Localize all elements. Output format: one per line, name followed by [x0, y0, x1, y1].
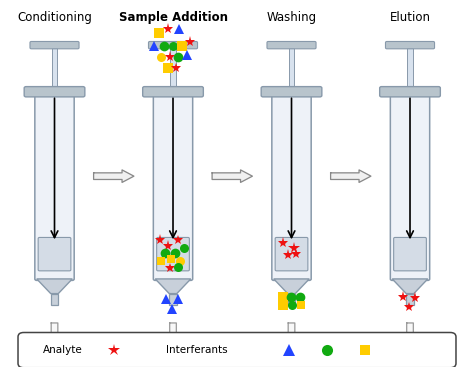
Polygon shape	[155, 279, 191, 294]
Text: Conditioning: Conditioning	[17, 11, 92, 24]
FancyBboxPatch shape	[143, 87, 203, 97]
Polygon shape	[331, 170, 371, 182]
Bar	[407, 48, 413, 88]
FancyBboxPatch shape	[148, 41, 198, 49]
Polygon shape	[47, 323, 62, 343]
Bar	[51, 294, 58, 305]
FancyBboxPatch shape	[380, 87, 440, 97]
FancyBboxPatch shape	[267, 41, 316, 49]
FancyBboxPatch shape	[275, 237, 308, 271]
FancyBboxPatch shape	[385, 41, 435, 49]
FancyBboxPatch shape	[18, 333, 456, 367]
Polygon shape	[392, 279, 428, 294]
Bar	[289, 48, 294, 88]
Polygon shape	[274, 279, 309, 294]
Bar	[52, 48, 57, 88]
Polygon shape	[37, 279, 72, 294]
FancyBboxPatch shape	[30, 41, 79, 49]
Polygon shape	[403, 323, 417, 343]
Polygon shape	[212, 170, 252, 182]
Polygon shape	[284, 323, 299, 343]
Bar	[170, 48, 176, 88]
Polygon shape	[93, 170, 134, 182]
Text: Sample Addition: Sample Addition	[118, 11, 228, 24]
FancyBboxPatch shape	[261, 87, 322, 97]
FancyBboxPatch shape	[393, 237, 427, 271]
Text: Interferants: Interferants	[166, 345, 228, 355]
FancyBboxPatch shape	[24, 87, 85, 97]
FancyBboxPatch shape	[390, 90, 429, 280]
Bar	[288, 294, 295, 305]
Bar	[169, 294, 177, 305]
Bar	[406, 294, 414, 305]
FancyBboxPatch shape	[35, 90, 74, 280]
Text: Elution: Elution	[390, 11, 430, 24]
Text: Washing: Washing	[266, 11, 317, 24]
FancyBboxPatch shape	[156, 237, 189, 271]
Text: Analyte: Analyte	[43, 345, 82, 355]
FancyBboxPatch shape	[38, 237, 71, 271]
Polygon shape	[166, 323, 180, 343]
FancyBboxPatch shape	[153, 90, 192, 280]
FancyBboxPatch shape	[272, 90, 311, 280]
